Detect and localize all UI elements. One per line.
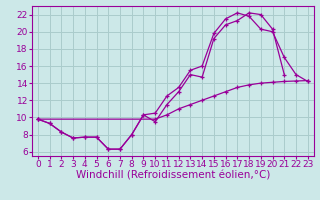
X-axis label: Windchill (Refroidissement éolien,°C): Windchill (Refroidissement éolien,°C) — [76, 171, 270, 181]
